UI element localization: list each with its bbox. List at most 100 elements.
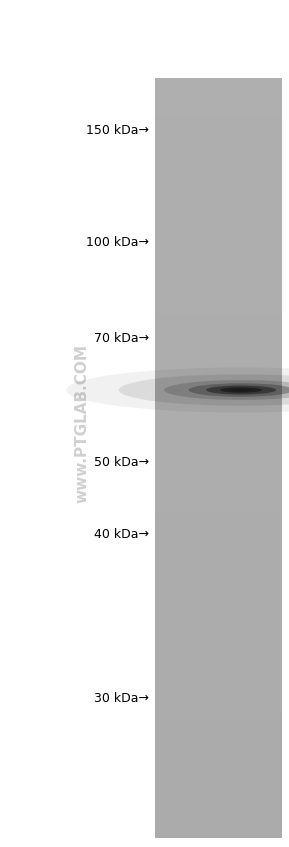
Bar	[155, 640, 282, 645]
Bar	[155, 333, 282, 336]
Ellipse shape	[231, 389, 251, 391]
Bar	[155, 252, 282, 257]
Bar	[155, 173, 282, 177]
Bar	[155, 489, 282, 492]
Ellipse shape	[66, 368, 289, 412]
Bar	[155, 208, 282, 211]
Bar	[155, 755, 282, 758]
Bar	[155, 188, 282, 192]
Bar	[155, 397, 282, 401]
Bar	[155, 287, 282, 291]
Bar	[155, 310, 282, 313]
Bar	[155, 234, 282, 238]
Bar	[155, 481, 282, 484]
Bar	[155, 192, 282, 196]
Bar	[155, 162, 282, 165]
Bar	[155, 519, 282, 523]
Bar	[155, 272, 282, 275]
Bar	[155, 82, 282, 86]
Bar	[155, 416, 282, 420]
Bar	[155, 238, 282, 241]
Bar	[155, 667, 282, 671]
Bar	[155, 484, 282, 489]
Bar	[155, 678, 282, 682]
Bar	[155, 405, 282, 408]
Bar	[155, 656, 282, 660]
Bar	[155, 245, 282, 249]
Bar	[155, 116, 282, 119]
Bar	[155, 154, 282, 158]
Bar	[155, 298, 282, 302]
Bar	[155, 622, 282, 625]
Bar	[155, 492, 282, 496]
Ellipse shape	[220, 387, 262, 393]
Bar	[155, 694, 282, 697]
Bar	[155, 112, 282, 116]
Bar	[155, 534, 282, 538]
Bar	[155, 709, 282, 712]
Bar	[155, 579, 282, 584]
Bar	[155, 614, 282, 617]
Bar	[155, 215, 282, 219]
Bar	[155, 671, 282, 674]
Bar	[155, 302, 282, 306]
Bar	[155, 78, 282, 838]
Bar	[155, 147, 282, 150]
Bar	[155, 283, 282, 287]
Bar	[155, 462, 282, 466]
Bar	[155, 101, 282, 104]
Bar	[155, 119, 282, 124]
Bar	[155, 830, 282, 834]
Bar	[155, 466, 282, 469]
Text: 30 kDa→: 30 kDa→	[94, 691, 149, 705]
Bar	[155, 150, 282, 154]
Bar	[155, 735, 282, 739]
Bar	[155, 127, 282, 131]
Bar	[155, 420, 282, 424]
Bar	[155, 500, 282, 504]
Text: 70 kDa→: 70 kDa→	[94, 331, 149, 345]
Bar	[155, 356, 282, 359]
Bar	[155, 553, 282, 556]
Bar	[155, 762, 282, 766]
Bar	[155, 732, 282, 735]
Bar	[155, 572, 282, 576]
Bar	[155, 458, 282, 462]
Bar	[155, 705, 282, 709]
Bar	[155, 822, 282, 827]
Bar	[155, 561, 282, 564]
Bar	[155, 568, 282, 572]
Bar	[155, 439, 282, 443]
Bar	[155, 689, 282, 694]
Bar	[155, 393, 282, 397]
Bar	[155, 625, 282, 629]
Bar	[155, 469, 282, 473]
Bar	[155, 507, 282, 512]
Bar	[155, 717, 282, 720]
Bar	[155, 728, 282, 732]
Text: 100 kDa→: 100 kDa→	[86, 235, 149, 248]
Bar	[155, 93, 282, 97]
Bar	[155, 815, 282, 819]
Bar	[155, 686, 282, 689]
Bar	[155, 807, 282, 811]
Bar	[155, 747, 282, 750]
Bar	[155, 291, 282, 295]
Bar	[155, 97, 282, 101]
Ellipse shape	[189, 383, 289, 396]
Bar	[155, 108, 282, 112]
Bar	[155, 778, 282, 781]
Bar	[155, 280, 282, 283]
Bar	[155, 504, 282, 507]
Bar	[155, 203, 282, 208]
Bar	[155, 541, 282, 545]
Bar	[155, 789, 282, 793]
Bar	[155, 124, 282, 127]
Bar	[155, 602, 282, 606]
Bar	[155, 660, 282, 663]
Bar	[155, 674, 282, 678]
Bar	[155, 241, 282, 245]
Bar	[155, 260, 282, 264]
Bar	[155, 796, 282, 800]
Bar	[155, 268, 282, 272]
